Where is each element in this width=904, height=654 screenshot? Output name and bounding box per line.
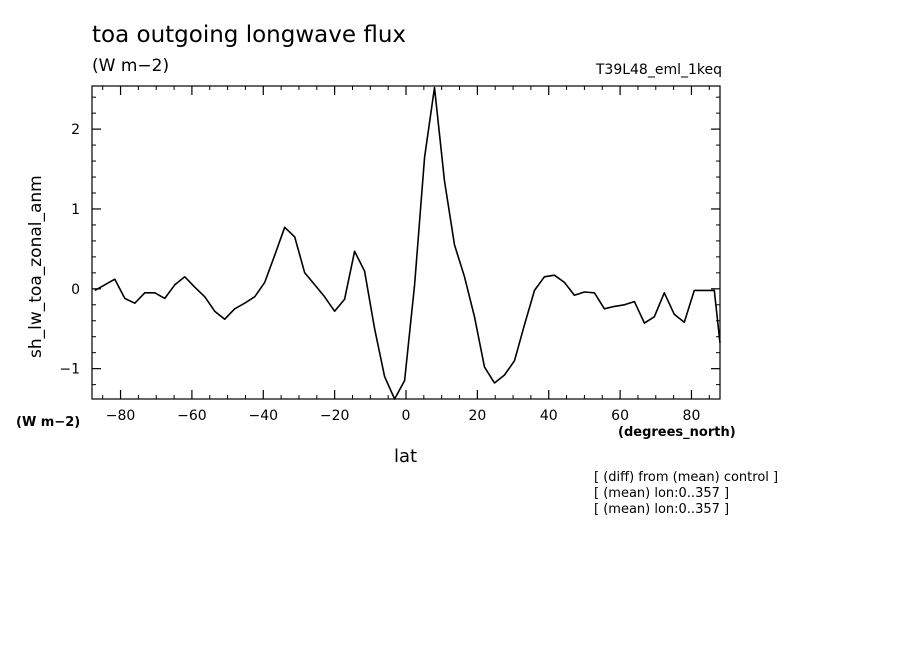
note-diff: [ (diff) from (mean) control ] bbox=[594, 470, 779, 485]
x-tick-label: −60 bbox=[177, 408, 207, 424]
chart-title: toa outgoing longwave flux bbox=[92, 22, 407, 48]
y-tick-label: 0 bbox=[71, 282, 80, 298]
run-label: T39L48_eml_1keq bbox=[595, 62, 722, 78]
x-tick-label: 40 bbox=[540, 408, 558, 424]
x-tick-label: 0 bbox=[402, 408, 411, 424]
y-tick-label: −1 bbox=[59, 362, 80, 378]
note-mean-lon-2: [ (mean) lon:0..357 ] bbox=[594, 502, 730, 517]
x-tick-label: 80 bbox=[683, 408, 701, 424]
x-tick-label: 20 bbox=[468, 408, 486, 424]
chart-units: (W m−2) bbox=[92, 56, 170, 76]
note-mean-lon-1: [ (mean) lon:0..357 ] bbox=[594, 486, 730, 501]
x-axis-units: (degrees_north) bbox=[618, 425, 736, 440]
x-axis-label: lat bbox=[394, 446, 418, 467]
y-tick-label: 2 bbox=[71, 122, 80, 138]
x-tick-label: −80 bbox=[106, 408, 136, 424]
plot-frame bbox=[91, 85, 721, 400]
data-line bbox=[94, 86, 721, 400]
y-axis-units: (W m−2) bbox=[16, 415, 81, 430]
y-tick-label: 1 bbox=[71, 202, 80, 218]
x-tick-label: 60 bbox=[611, 408, 629, 424]
x-tick-label: −40 bbox=[248, 408, 278, 424]
x-tick-label: −20 bbox=[320, 408, 350, 424]
